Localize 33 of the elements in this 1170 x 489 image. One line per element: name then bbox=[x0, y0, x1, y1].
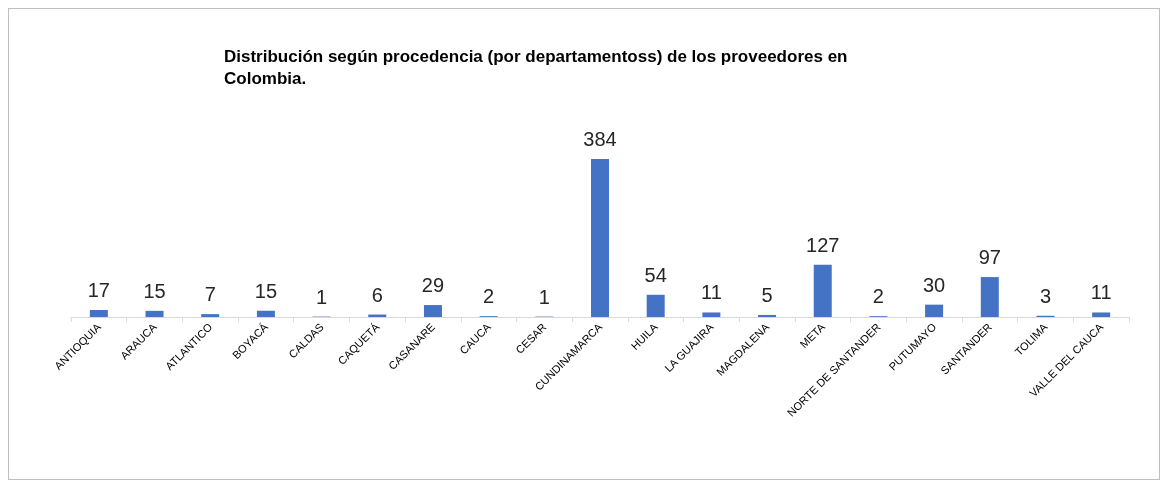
bar bbox=[646, 294, 665, 317]
bar bbox=[89, 310, 108, 317]
data-label: 3 bbox=[1039, 284, 1052, 307]
data-label: 7 bbox=[204, 283, 216, 306]
data-label: 17 bbox=[87, 279, 110, 302]
data-label: 5 bbox=[761, 283, 773, 306]
bar bbox=[423, 305, 442, 317]
bar bbox=[256, 310, 275, 317]
bar bbox=[980, 277, 999, 317]
data-label: 1 bbox=[538, 285, 550, 308]
bar bbox=[145, 310, 164, 317]
data-label: 54 bbox=[644, 263, 667, 286]
data-label: 11 bbox=[700, 281, 722, 304]
data-label: 97 bbox=[978, 246, 1001, 269]
data-label: 15 bbox=[254, 279, 278, 302]
bar bbox=[1092, 312, 1111, 317]
data-label: 29 bbox=[421, 274, 445, 297]
data-label: 2 bbox=[872, 285, 884, 308]
data-label: 384 bbox=[583, 128, 617, 150]
data-label: 1 bbox=[316, 285, 328, 308]
data-label: 11 bbox=[1090, 281, 1112, 304]
bar bbox=[925, 304, 944, 317]
bar bbox=[813, 264, 832, 317]
data-label: 127 bbox=[806, 233, 840, 256]
data-label: 30 bbox=[922, 273, 946, 296]
bar bbox=[201, 314, 220, 317]
data-label: 15 bbox=[143, 279, 166, 302]
data-label: 2 bbox=[483, 285, 495, 308]
bar bbox=[758, 314, 777, 317]
chart-title: Distribución según procedencia (por departamentoss) de los proveedores en Colombia. bbox=[224, 46, 853, 88]
bar bbox=[702, 312, 721, 317]
data-label: 6 bbox=[371, 283, 383, 306]
bar bbox=[591, 159, 609, 317]
